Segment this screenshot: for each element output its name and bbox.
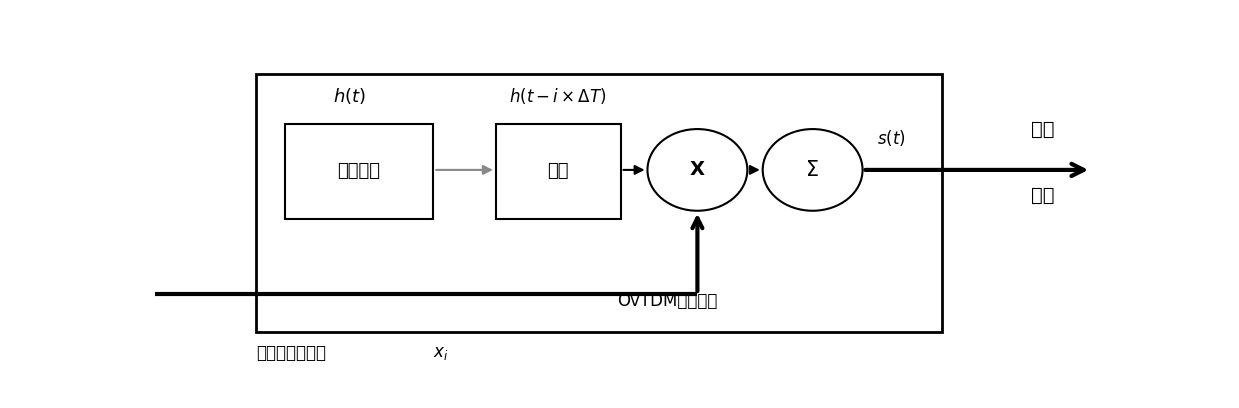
Text: 包络波形: 包络波形 [337,162,380,180]
Text: 输入数据序列：: 输入数据序列： [256,344,327,362]
Ellipse shape [648,129,747,211]
Text: $x_i$: $x_i$ [434,344,449,362]
Bar [285,124,434,219]
Text: $s(t)$: $s(t)$ [877,128,906,148]
Text: 信号: 信号 [1031,186,1054,204]
Text: $h(t)$: $h(t)$ [333,86,366,106]
Text: 移位: 移位 [548,162,569,180]
Text: $h(t-i\times\Delta T)$: $h(t-i\times\Delta T)$ [509,86,607,106]
Text: X: X [690,160,705,180]
Ellipse shape [763,129,862,211]
Text: Σ: Σ [807,160,819,180]
Bar [255,74,943,332]
Text: 发射: 发射 [1031,120,1054,139]
Text: OvTDM调制单元: OvTDM调制单元 [617,292,717,310]
Bar [496,124,621,219]
